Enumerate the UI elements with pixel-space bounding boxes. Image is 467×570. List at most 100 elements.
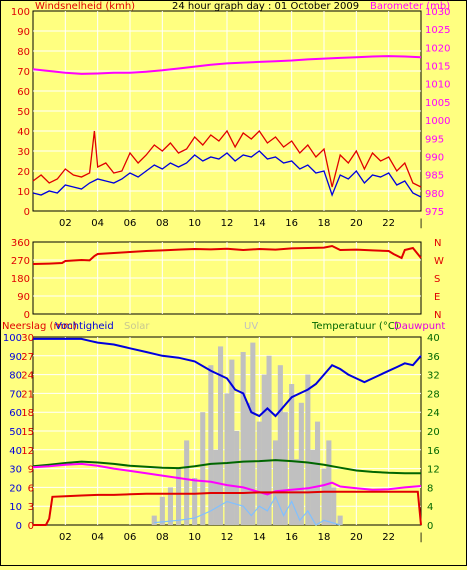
solar-bar [250,342,256,525]
temperature-tick: 36 [427,352,440,363]
solar-bar [337,515,343,525]
rain-axis-label: Neerslag (mm) [2,321,77,332]
solar-axis-label: Solar [124,321,150,332]
temperature-tick: 16 [427,446,440,457]
temperature-tick: 20 [427,427,440,438]
x-tick-label: 10 [188,218,201,229]
wind-speed-tick: 50 [17,107,30,118]
solar-bar [213,449,219,525]
rain-tick: 6 [28,483,34,494]
humidity-tick: 90 [9,352,22,363]
solar-bar [184,440,190,525]
rain-tick: 15 [21,427,34,438]
panel-1-lines [32,55,422,198]
rain-tick: 27 [21,352,34,363]
temperature-axis-label: Temperatuur (°C) [311,321,399,332]
x-tick-label: 04 [91,532,104,543]
wind-speed-tick: 30 [17,147,30,158]
panel-2-grid [33,242,421,314]
solar-bar [159,496,165,525]
humidity-tick: 0 [16,521,22,532]
wind-direction-line [32,244,422,265]
direction-tick: 90 [17,292,30,303]
panel-1-right-ticks: 1030 1025 1020 1015 1010 1005 1000 995 990 985 980… [425,7,450,218]
compass-label: W [434,256,444,267]
x-tick-label: 08 [156,218,169,229]
x-tick-label: 14 [253,532,266,543]
x-tick-label: 18 [318,218,331,229]
panel-1-x-ticks: 02 04 06 08 10 12 14 16 18 20 22 | [59,218,423,229]
barometer-tick: 975 [425,207,444,218]
dewpoint-axis-label: Dauwpunt [394,321,445,332]
x-tick-label: 10 [188,532,201,543]
solar-bar [192,478,198,525]
wind-speed-tick: 10 [17,187,30,198]
uv-axis-label: UV [244,321,258,332]
rain-tick: 9 [28,465,34,476]
rain-tick: 21 [21,389,34,400]
solar-bar [305,374,311,525]
rain-tick: 12 [21,446,34,457]
compass-label: N [434,238,441,249]
temperature-tick: 4 [427,502,433,513]
rain-tick: 3 [28,502,34,513]
temperature-tick: 8 [427,483,433,494]
wind-speed-axis-label: Windsnelheid (kmh) [35,1,135,12]
x-tick-label: 14 [253,218,266,229]
temperature-tick: 12 [427,465,440,476]
panel-3-x-ticks: 02 04 06 08 10 12 14 16 18 20 22 | [59,532,423,543]
x-tick-label: 12 [221,532,234,543]
wind-speed-tick: 40 [17,127,30,138]
direction-tick: 0 [24,310,30,321]
panel-2-lines [32,244,422,265]
x-tick-label-end: | [419,532,422,543]
temperature-tick: 0 [427,521,433,532]
solar-bar [315,421,321,525]
compass-label: S [434,274,440,285]
temperature-tick: 28 [427,389,440,400]
barometer-axis-label: Barometer (mb) [370,1,450,12]
barometer-tick: 1030 [425,7,450,18]
solar-bar [234,431,240,525]
wind-speed-tick: 70 [17,67,30,78]
humidity-tick: 40 [9,446,22,457]
barometer-tick: 1005 [425,98,450,109]
solar-bar [256,421,262,525]
solar-bar [151,515,157,525]
barometer-line [32,55,422,75]
wind-average-line [32,150,422,198]
solar-bar [331,487,337,525]
panel-3-solar-bars [151,342,343,525]
compass-label: N [434,310,441,321]
solar-bar [229,359,235,525]
x-tick-label: 20 [350,532,363,543]
wind-speed-tick: 20 [17,167,30,178]
wind-speed-tick: 0 [24,207,30,218]
barometer-tick: 985 [425,171,444,182]
x-tick-label: 16 [285,218,298,229]
solar-bar [208,365,214,525]
panel-2-left-ticks: 360 270 180 90 0 [11,238,30,321]
solar-bar [282,412,288,525]
x-tick-label: 22 [382,218,395,229]
x-tick-label: 12 [221,218,234,229]
wind-speed-tick: 60 [17,87,30,98]
x-tick-label: 04 [91,218,104,229]
x-tick-label: 18 [318,532,331,543]
solar-bar [277,365,283,525]
rain-tick: 0 [28,521,34,532]
solar-bar [298,402,304,525]
uv-line [154,495,341,526]
wind-speed-tick: 100 [11,7,30,18]
humidity-tick: 70 [9,389,22,400]
solar-bar [218,346,224,525]
solar-bar [167,487,173,525]
solar-bar [245,402,251,525]
barometer-tick: 1025 [425,25,450,36]
